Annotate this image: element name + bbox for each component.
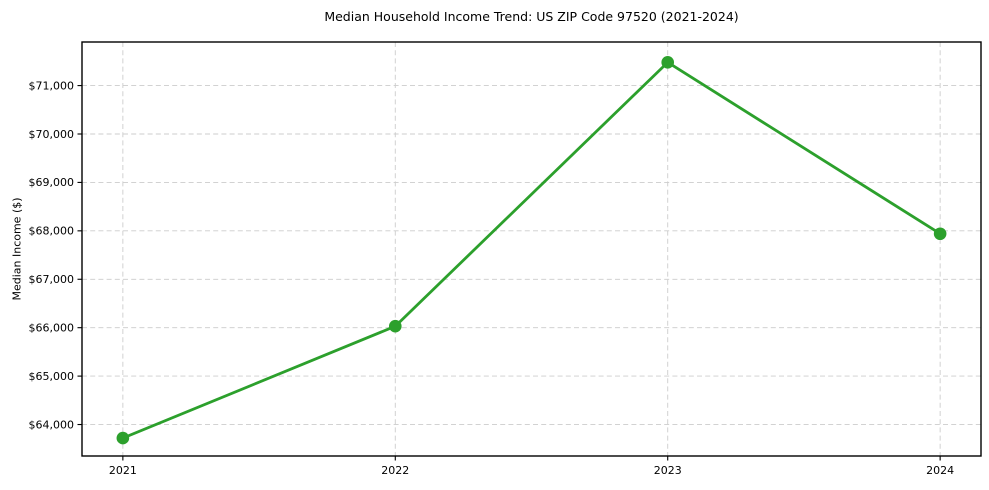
- x-tick-label: 2021: [109, 464, 137, 477]
- y-tick-label: $65,000: [29, 370, 75, 383]
- y-tick-label: $71,000: [29, 79, 75, 92]
- axes-spines: [81, 41, 982, 457]
- y-tick-label: $67,000: [29, 273, 75, 286]
- y-tick-label: $68,000: [29, 225, 75, 238]
- x-tick-label: 2023: [654, 464, 682, 477]
- chart-title: Median Household Income Trend: US ZIP Co…: [324, 9, 739, 24]
- x-tick-label: 2024: [926, 464, 954, 477]
- y-tick-label: $64,000: [29, 418, 75, 431]
- trend-line: [121, 60, 942, 440]
- y-tick-label: $70,000: [29, 128, 75, 141]
- data-point: [388, 319, 402, 333]
- x-tick-label: 2022: [381, 464, 409, 477]
- y-tick-label: $69,000: [29, 176, 75, 189]
- data-point: [116, 431, 130, 445]
- data-point: [661, 56, 675, 69]
- y-tick-label: $66,000: [29, 321, 75, 334]
- data-point: [933, 227, 947, 241]
